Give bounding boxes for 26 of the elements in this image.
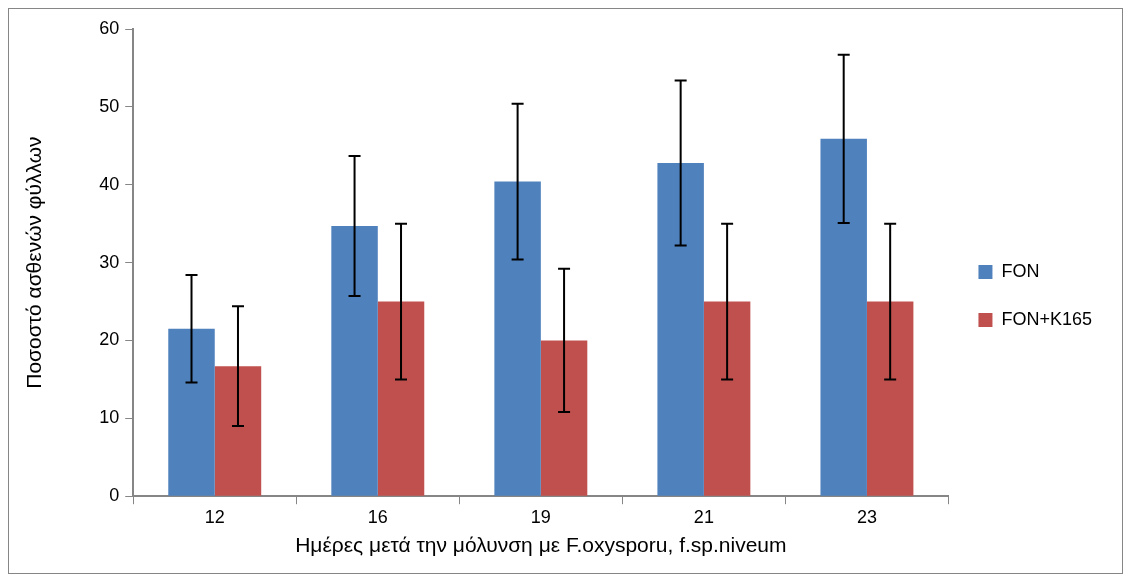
y-tick-label: 40 (99, 173, 120, 194)
bar (377, 301, 425, 496)
x-tick-label: 23 (856, 506, 877, 527)
x-axis-title: Ημέρες μετά την μόλυνση με F.oxysporu, f.sp.niveum (295, 533, 787, 557)
x-tick-label: 19 (530, 506, 551, 527)
bar (494, 181, 541, 496)
bar (866, 301, 914, 496)
bar (540, 340, 588, 496)
y-tick-label: 50 (99, 95, 120, 116)
legend-label: FON (1001, 260, 1040, 281)
bar (214, 366, 262, 496)
y-tick-label: 10 (99, 407, 120, 428)
x-tick-label: 16 (367, 506, 388, 527)
y-tick-label: 60 (99, 17, 120, 38)
y-tick-label: 0 (109, 485, 120, 506)
y-tick-label: 30 (99, 251, 120, 272)
bar (703, 301, 751, 496)
y-axis-title: Ποσοστό ασθενών φύλλων (22, 136, 46, 389)
bar (657, 162, 704, 496)
bar (168, 328, 215, 496)
x-tick-label: 21 (693, 506, 714, 527)
y-tick-label: 20 (99, 329, 120, 350)
legend-label: FON+K165 (1001, 308, 1092, 329)
bar (820, 138, 867, 496)
bar (331, 226, 378, 496)
x-tick-label: 12 (204, 506, 225, 527)
